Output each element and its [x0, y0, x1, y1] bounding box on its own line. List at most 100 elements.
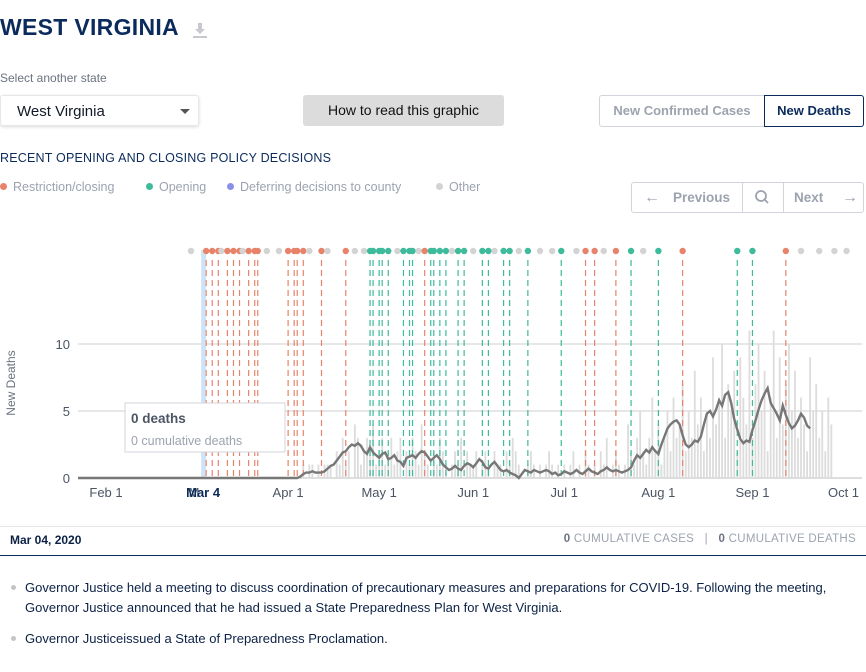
- daily-deaths-bar: [384, 464, 387, 478]
- new-deaths-toggle[interactable]: New Deaths: [764, 95, 864, 127]
- policy-event-dot: [479, 247, 486, 255]
- policy-event-dot: [318, 247, 325, 255]
- daily-deaths-bar: [326, 464, 329, 478]
- daily-deaths-bar: [687, 411, 690, 478]
- daily-deaths-bar: [669, 451, 672, 478]
- daily-deaths-bar: [435, 464, 438, 478]
- opening-dot-icon: [146, 183, 153, 190]
- policy-event-dot: [627, 247, 635, 255]
- policy-event-dot: [831, 247, 838, 255]
- policy-event-dot: [679, 247, 686, 255]
- daily-deaths-bar: [800, 397, 802, 478]
- daily-deaths-bar: [517, 464, 520, 478]
- policy-event-dot: [342, 247, 349, 255]
- daily-deaths-bar: [426, 464, 429, 478]
- daily-deaths-bar: [375, 464, 378, 478]
- policy-event-dot: [454, 247, 462, 255]
- daily-deaths-bar: [496, 464, 499, 478]
- deaths-chart[interactable]: 0 5 10 Feb 1 M Apr 1 May 1 Jun 1 Jul 1 Aug 1 Sep …: [0, 240, 866, 510]
- tooltip-value: 0 deaths: [131, 411, 186, 426]
- x-tick-label: M: [189, 485, 200, 500]
- search-button[interactable]: [742, 183, 784, 212]
- daily-deaths-bar: [645, 464, 648, 478]
- daily-deaths-bar: [317, 464, 320, 478]
- daily-deaths-bar: [557, 464, 560, 478]
- daily-deaths-bar: [499, 464, 502, 478]
- next-button[interactable]: Next →: [782, 183, 863, 212]
- how-to-read-button[interactable]: How to read this graphic: [303, 95, 504, 126]
- metric-toggle: New Confirmed Cases New Deaths: [599, 95, 864, 127]
- daily-deaths-bar: [733, 370, 736, 478]
- daily-deaths-bar: [727, 384, 730, 478]
- x-tick-label: May 1: [361, 485, 396, 500]
- daily-deaths-bar: [769, 397, 772, 478]
- policy-event-dot: [460, 247, 468, 255]
- daily-deaths-bar: [530, 451, 532, 478]
- policy-notes: Governor Justice held a meeting to discu…: [10, 578, 860, 660]
- daily-deaths-bar: [803, 424, 805, 478]
- daily-deaths-bar: [548, 451, 551, 478]
- daily-deaths-bar: [551, 464, 554, 478]
- x-tick-label: Jun 1: [457, 485, 489, 500]
- daily-deaths-bar: [569, 464, 572, 478]
- selected-date: Mar 04, 2020: [10, 533, 82, 547]
- policy-event-dot: [263, 247, 271, 255]
- legend-item-deferring: Deferring decisions to county: [227, 180, 401, 194]
- daily-deaths-bar: [748, 330, 751, 478]
- policy-event-dot: [369, 247, 377, 255]
- policy-event-dot: [470, 247, 477, 255]
- policy-event-dot: [639, 247, 647, 255]
- page-title: WEST VIRGINIA: [0, 14, 179, 40]
- daily-deaths-bar: [636, 437, 639, 478]
- daily-deaths-bar: [745, 424, 748, 478]
- daily-deaths-bar: [572, 451, 575, 478]
- policy-event-dot: [421, 247, 428, 255]
- daily-deaths-bar: [654, 451, 657, 478]
- policy-event-dot: [239, 247, 246, 255]
- daily-deaths-bar: [787, 344, 790, 478]
- daily-deaths-bar: [706, 411, 708, 478]
- daily-deaths-bar: [399, 437, 402, 478]
- daily-deaths-bar: [363, 451, 365, 478]
- policy-event-dot: [385, 247, 392, 255]
- daily-deaths-bar: [360, 464, 362, 478]
- cumulative-deaths-label: CUMULATIVE DEATHS: [728, 533, 856, 545]
- daily-deaths-bar: [754, 384, 757, 478]
- policy-event-dot: [275, 247, 283, 255]
- daily-deaths-bar: [742, 397, 745, 478]
- new-confirmed-cases-toggle[interactable]: New Confirmed Cases: [599, 95, 765, 127]
- policy-event-dot: [284, 247, 292, 255]
- daily-deaths-bar: [772, 330, 775, 478]
- deferring-dot-icon: [227, 183, 234, 190]
- daily-deaths-bar: [739, 357, 742, 478]
- daily-deaths-bar: [660, 464, 663, 478]
- daily-deaths-bar: [702, 451, 705, 478]
- policy-event-dot: [224, 247, 231, 255]
- daily-deaths-bar: [824, 451, 827, 478]
- policy-event-dot: [612, 247, 620, 255]
- daily-deaths-bar: [818, 437, 821, 478]
- policy-event-dot: [187, 247, 195, 255]
- daily-deaths-bar: [338, 464, 341, 478]
- previous-button[interactable]: ← Previous: [632, 183, 742, 212]
- policy-event-dot: [816, 247, 823, 255]
- daily-deaths-bar: [366, 437, 368, 478]
- state-select[interactable]: West Virginia: [0, 95, 199, 126]
- seven-day-average-line: [78, 384, 811, 480]
- y-tick-label: 10: [56, 337, 70, 352]
- policy-event-dot: [209, 247, 216, 255]
- daily-deaths-bar: [505, 451, 508, 478]
- tooltip-cumulative: 0 cumulative deaths: [131, 434, 242, 448]
- x-tick-label: Aug 1: [641, 485, 675, 500]
- x-tick-label: Feb 1: [89, 485, 122, 500]
- policy-navigation: ← Previous Next →: [631, 182, 864, 213]
- daily-deaths-bar: [602, 464, 605, 478]
- daily-deaths-bar: [830, 424, 833, 478]
- download-icon[interactable]: [192, 22, 208, 40]
- policy-event-dot: [324, 247, 331, 255]
- arrow-right-icon: →: [842, 189, 858, 206]
- daily-deaths-bar: [587, 464, 590, 478]
- policy-event-dot: [306, 247, 313, 255]
- daily-deaths-bar: [709, 437, 711, 478]
- daily-deaths-bar: [341, 437, 344, 478]
